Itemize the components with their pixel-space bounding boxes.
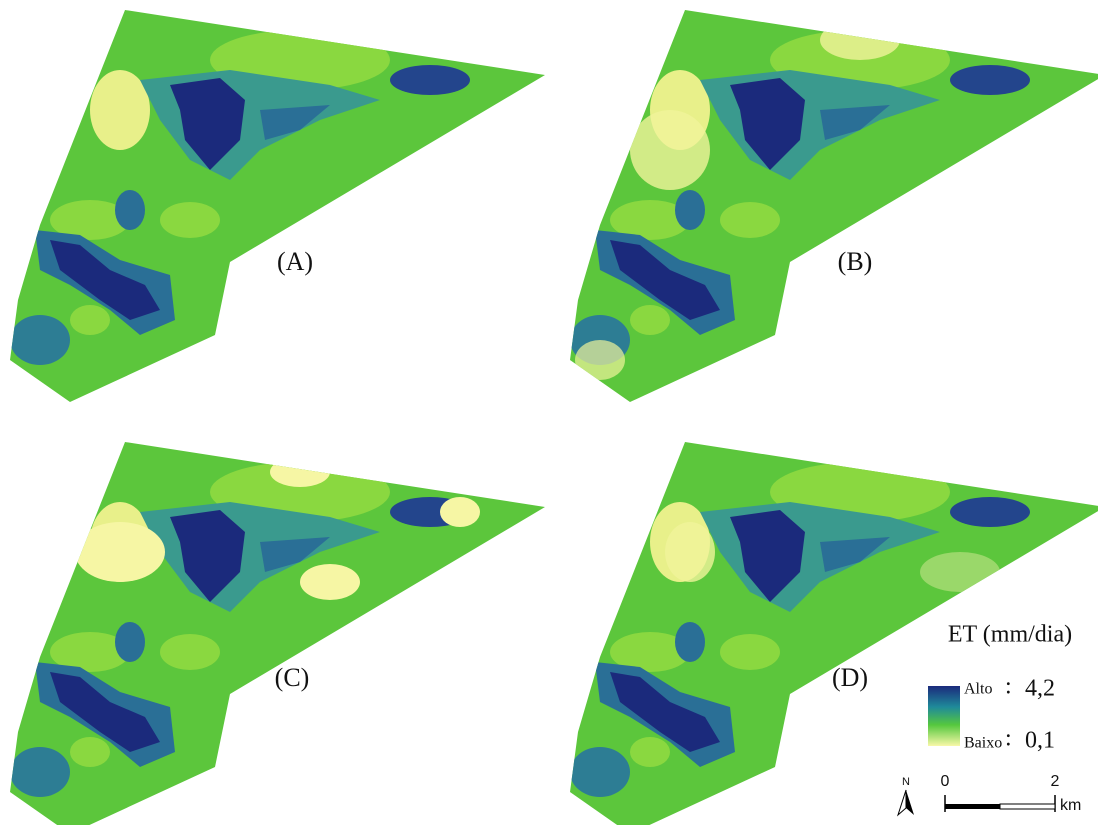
figure: (A) (B) (C) (D) ET (mm/dia) Alto : 4,2 B… — [0, 0, 1098, 825]
panel-label: (C) — [275, 663, 310, 692]
panel-label: (A) — [277, 247, 313, 276]
legend-title: ET (mm/dia) — [948, 622, 1072, 648]
color-ramp — [928, 686, 960, 746]
map-panel: (A) — [0, 0, 560, 410]
legend-low-value: 0,1 — [1025, 728, 1055, 754]
legend: ET (mm/dia) Alto : 4,2 Baixo : 0,1 — [928, 622, 1072, 754]
scale-unit: km — [1060, 797, 1081, 814]
panel-label: (B) — [838, 247, 873, 276]
legend-high-name: Alto — [964, 681, 992, 698]
legend-separator: : — [1005, 674, 1012, 700]
legend-low-name: Baixo — [964, 735, 1002, 752]
map-panel: (C) — [0, 432, 560, 825]
scale-start: 0 — [941, 773, 950, 790]
scale-end: 2 — [1051, 773, 1060, 790]
map-panel: (B) — [560, 0, 1098, 410]
legend-high-value: 4,2 — [1025, 676, 1055, 702]
panel-label: (D) — [832, 663, 868, 692]
scale-bar: 0 2 km — [941, 773, 1082, 814]
legend-separator: : — [1005, 726, 1012, 752]
north-arrow: N — [898, 776, 914, 815]
north-label: N — [902, 776, 910, 788]
